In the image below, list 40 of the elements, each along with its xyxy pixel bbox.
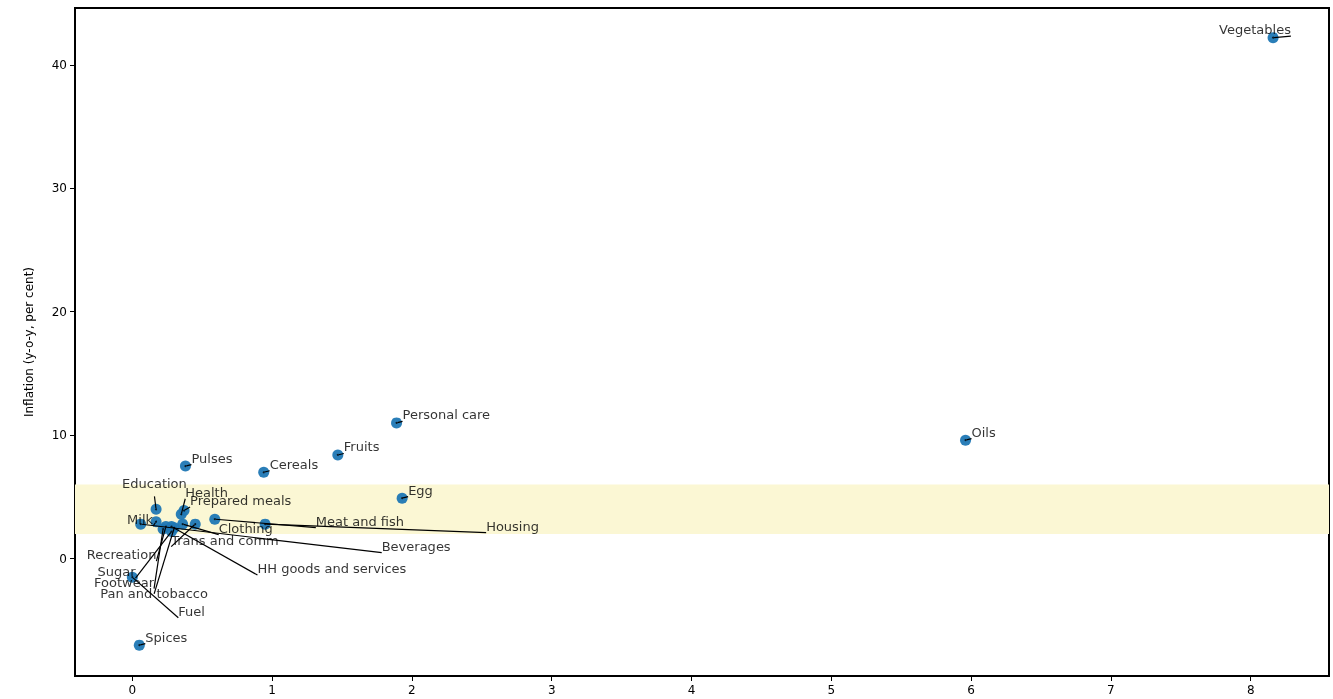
x-tick-label: 1	[268, 683, 276, 697]
x-tick-label: 8	[1246, 683, 1255, 697]
y-tick-label: 0	[59, 551, 67, 566]
x-tick-label: 3	[547, 683, 556, 697]
point	[179, 460, 191, 472]
point	[258, 466, 270, 478]
annotation: Meat and fish	[315, 513, 404, 529]
point	[150, 503, 162, 515]
point	[960, 434, 972, 446]
point	[391, 417, 403, 429]
y-axis-title: Inflation (y-o-y, per cent)	[22, 266, 36, 418]
x-tick-label: 7	[1107, 683, 1115, 697]
annotation: Pulses	[191, 450, 233, 466]
y-tick-label: 30	[51, 181, 67, 196]
point	[396, 492, 408, 504]
annotation: Milk	[127, 512, 154, 528]
y-tick-label: 40	[51, 57, 67, 72]
x-tick-label: 5	[827, 683, 836, 697]
y-tick-label: 10	[51, 428, 67, 443]
annotation: Egg	[408, 482, 433, 498]
annotation: Personal care	[402, 407, 491, 423]
annotation: Beverages	[381, 538, 451, 554]
annotation: Cereals	[269, 456, 319, 472]
x-tick-label: 0	[128, 683, 137, 697]
point	[133, 639, 145, 651]
annotation: Pan and tobacco	[100, 586, 208, 602]
annotation: Housing	[486, 518, 539, 534]
annotation: Oils	[971, 424, 996, 440]
annotation: Spices	[145, 629, 188, 645]
annotation: Fuel	[178, 603, 205, 619]
annotation: Fruits	[343, 439, 380, 455]
x-tick-label: 6	[967, 683, 975, 697]
x-tick-label: 2	[408, 683, 416, 697]
annotation: HH goods and services	[257, 561, 407, 577]
point	[332, 449, 344, 461]
annotation: Vegetables	[1219, 22, 1292, 38]
point	[209, 513, 221, 525]
annotation: Education	[122, 475, 187, 491]
x-tick-label: 4	[687, 683, 696, 697]
y-tick-label: 20	[51, 304, 67, 319]
